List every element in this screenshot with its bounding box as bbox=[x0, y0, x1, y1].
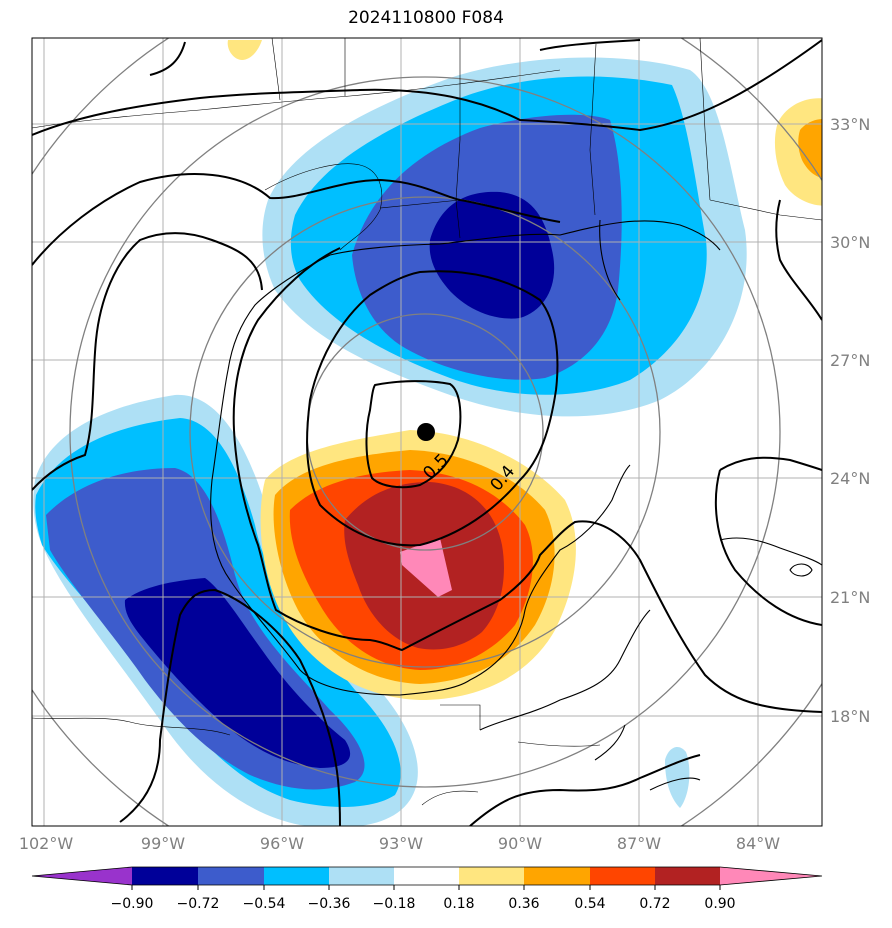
negative-anomaly-southwest bbox=[33, 394, 418, 826]
colorbar-tick-label: −0.36 bbox=[308, 896, 351, 912]
lat-label: 30°N bbox=[830, 233, 870, 252]
colorbar-segment bbox=[720, 867, 822, 885]
map-area: 0.5 0.4 bbox=[32, 38, 822, 826]
colorbar-tick-label: −0.90 bbox=[111, 896, 154, 912]
colorbar-tick-label: −0.72 bbox=[177, 896, 220, 912]
lat-label: 21°N bbox=[830, 588, 870, 607]
lon-label: 96°W bbox=[260, 834, 304, 853]
lat-label: 24°N bbox=[830, 469, 870, 488]
colorbar-tick-label: 0.54 bbox=[574, 896, 605, 912]
colorbar-segment bbox=[459, 867, 524, 885]
lat-labels: 33°N 30°N 27°N 24°N 21°N 18°N bbox=[830, 115, 870, 726]
lat-label: 18°N bbox=[830, 707, 870, 726]
lon-label: 84°W bbox=[736, 834, 780, 853]
colorbar-tick-label: −0.54 bbox=[243, 896, 286, 912]
lon-label: 99°W bbox=[141, 834, 185, 853]
lat-label: 27°N bbox=[830, 351, 870, 370]
lon-label: 93°W bbox=[379, 834, 423, 853]
negative-anomaly-caribbean bbox=[665, 746, 690, 808]
colorbar-tick-label: 0.90 bbox=[704, 896, 735, 912]
colorbar: −0.90 −0.72 −0.54 −0.36 −0.18 0.18 0.36 … bbox=[31, 866, 823, 912]
grid-lines bbox=[32, 38, 822, 826]
positive-anomaly-center bbox=[260, 430, 576, 700]
colorbar-segment bbox=[524, 867, 590, 885]
colorbar-segment bbox=[264, 867, 329, 885]
lon-labels: 102°W 99°W 96°W 93°W 90°W 87°W 84°W bbox=[19, 834, 780, 853]
black-contours bbox=[32, 39, 822, 826]
coastlines bbox=[210, 219, 822, 791]
colorbar-segment bbox=[590, 867, 655, 885]
positive-anomaly-north bbox=[227, 40, 262, 60]
lon-label: 102°W bbox=[19, 834, 74, 853]
negative-anomaly-north bbox=[262, 57, 747, 417]
colorbar-tick-label: −0.18 bbox=[373, 896, 416, 912]
colorbar-tick-label: 0.36 bbox=[508, 896, 539, 912]
positive-anomaly-east bbox=[774, 98, 822, 206]
colorbar-tick-label: 0.18 bbox=[443, 896, 474, 912]
political-borders bbox=[32, 38, 822, 806]
colorbar-tick-label: 0.72 bbox=[639, 896, 670, 912]
colorbar-segment bbox=[394, 867, 459, 885]
colorbar-segment bbox=[32, 867, 132, 885]
map-frame bbox=[31, 37, 823, 827]
lon-label: 87°W bbox=[617, 834, 661, 853]
colorbar-segment bbox=[198, 867, 264, 885]
range-rings bbox=[32, 38, 822, 826]
map-title: 2024110800 F084 bbox=[348, 8, 504, 28]
colorbar-segment bbox=[329, 867, 394, 885]
colorbar-segment bbox=[655, 867, 720, 885]
colorbar-ticks bbox=[131, 885, 721, 890]
lon-label: 90°W bbox=[498, 834, 542, 853]
lat-label: 33°N bbox=[830, 115, 870, 134]
storm-center-marker bbox=[417, 423, 435, 441]
colorbar-segment bbox=[132, 867, 198, 885]
